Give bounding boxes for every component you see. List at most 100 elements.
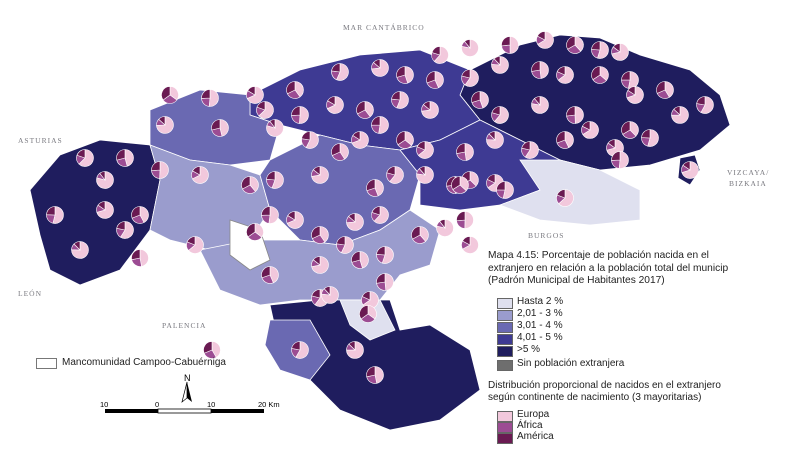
pie-slice	[116, 221, 126, 231]
pie-marker	[696, 96, 714, 114]
pie-slice	[462, 236, 471, 246]
pie-marker	[351, 251, 369, 269]
pie-slice	[389, 166, 404, 184]
pie-slice	[496, 181, 506, 191]
pie-marker	[376, 273, 394, 291]
pie-slice	[366, 179, 376, 192]
pie-marker	[331, 143, 349, 161]
pie-slice	[436, 219, 454, 237]
pie-slice	[464, 211, 474, 229]
pie-marker	[291, 106, 309, 124]
pie-marker	[76, 149, 94, 167]
pie-slice	[611, 151, 621, 161]
pie-marker	[521, 141, 539, 159]
caption-line-1: Mapa 4.15: Porcentaje de población nacid…	[488, 250, 709, 261]
label-north: MAR CANTÁBRICO	[343, 22, 425, 32]
pie-slice	[574, 36, 584, 52]
pie-slice	[305, 131, 319, 149]
pie-marker	[366, 179, 384, 197]
pie-marker	[46, 206, 64, 224]
pie-slice	[464, 69, 479, 87]
pie-slice	[531, 61, 541, 72]
pie-marker	[396, 66, 414, 84]
pie-layer	[46, 31, 714, 384]
pie-marker	[451, 176, 469, 194]
pie-slice	[46, 206, 56, 216]
pie-slice	[219, 119, 229, 137]
pie-marker	[641, 129, 659, 147]
pie-marker	[321, 286, 339, 304]
pie-legend-title-1: Distribución proporcional de nacidos en …	[488, 380, 721, 391]
pie-marker	[496, 181, 514, 199]
pie-slice	[161, 86, 171, 101]
pie-slice	[158, 116, 166, 126]
pie-marker	[291, 341, 309, 359]
pie-slice	[491, 56, 509, 74]
pie-marker	[461, 39, 479, 57]
pie-marker	[376, 246, 394, 264]
pie-slice	[311, 226, 321, 240]
pie-slice	[423, 101, 431, 111]
pie-marker	[411, 226, 429, 244]
pie-slice	[696, 96, 706, 106]
pie-label-europa: Europa	[517, 409, 550, 420]
pie-slice	[591, 66, 601, 81]
mancomunidad-label: Mancomunidad Campoo-Cabuérniga	[62, 357, 226, 368]
pie-slice	[418, 166, 426, 176]
pie-marker	[331, 63, 349, 81]
pie-marker	[656, 81, 674, 99]
pie-marker	[161, 86, 179, 104]
pie-marker	[261, 266, 279, 284]
pie-marker	[361, 291, 379, 309]
pie-slice	[627, 86, 636, 96]
pie-slice	[419, 226, 429, 242]
pie-slice	[208, 89, 219, 107]
pie-slice	[521, 141, 531, 151]
label-south: PALENCIA	[162, 321, 206, 330]
pie-marker	[531, 96, 549, 114]
pie-slice	[647, 129, 659, 147]
pie-slice	[469, 171, 479, 187]
pie-marker	[396, 131, 414, 149]
pie-slice	[116, 149, 126, 161]
pie-slice	[211, 119, 221, 131]
map-caption: Mapa 4.15: Porcentaje de población nacid…	[488, 250, 784, 288]
caption-line-2: extranjero en relación a la población to…	[488, 262, 729, 274]
pie-slice	[396, 66, 406, 78]
pie-slice	[621, 121, 631, 135]
pie-slice	[295, 341, 309, 359]
pie-marker	[591, 66, 609, 84]
pie-slice	[486, 131, 504, 149]
pie-marker	[256, 101, 274, 119]
pie-marker	[241, 176, 259, 194]
pie-marker	[436, 219, 454, 237]
legend-label-1: Hasta 2 %	[517, 296, 564, 307]
pie-marker	[566, 36, 584, 54]
pie-marker	[681, 161, 699, 179]
pie-marker	[116, 149, 134, 167]
pie-slice	[557, 66, 574, 84]
legend-swatch-5	[497, 346, 513, 357]
pie-marker	[311, 256, 329, 274]
pie-slice	[479, 91, 489, 109]
pie-marker	[556, 131, 574, 149]
north-arrow-icon: N	[181, 373, 192, 403]
pie-marker	[556, 66, 574, 84]
pie-slice	[509, 36, 519, 54]
pie-slice	[376, 246, 386, 256]
pie-marker	[416, 166, 434, 184]
pie-slice	[591, 41, 601, 51]
pie-slice	[188, 236, 204, 254]
pie-slice	[268, 206, 279, 224]
pie-marker	[531, 61, 549, 79]
pie-marker	[536, 31, 554, 49]
pie-slice	[396, 91, 409, 109]
label-west: ASTURIAS	[18, 136, 63, 145]
pie-slice	[656, 81, 666, 94]
pie-slice	[494, 106, 509, 124]
pie-marker	[96, 171, 114, 189]
legend-label-5: >5 %	[517, 344, 541, 355]
pie-marker	[386, 166, 404, 184]
pie-slice	[287, 211, 296, 221]
pie-marker	[116, 221, 134, 239]
